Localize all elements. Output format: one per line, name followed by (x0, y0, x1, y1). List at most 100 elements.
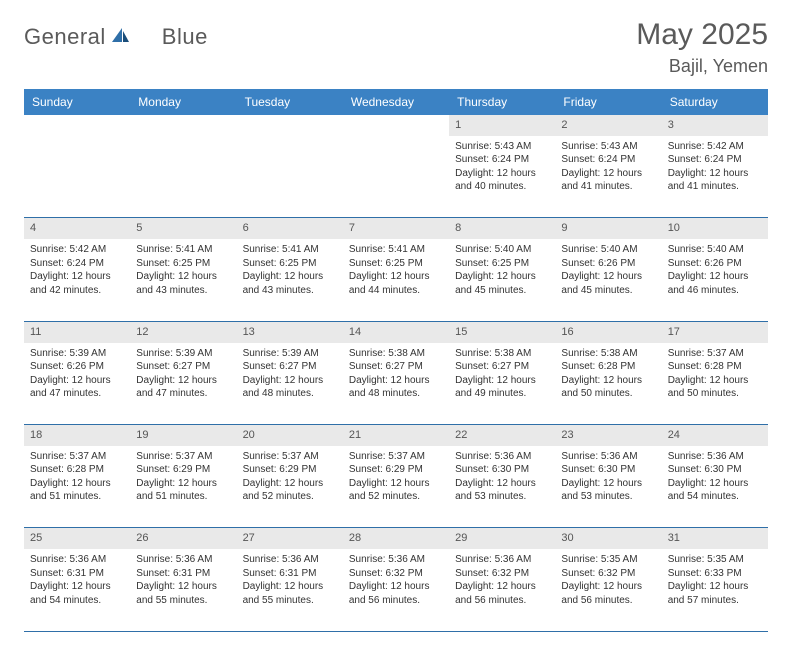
day-number-row: 45678910 (24, 218, 768, 239)
day-number: 10 (662, 218, 768, 239)
sunset-text: Sunset: 6:26 PM (668, 257, 762, 271)
sunrise-text: Sunrise: 5:42 AM (30, 243, 124, 257)
day1-text: Daylight: 12 hours (561, 167, 655, 181)
day-cell (343, 136, 449, 218)
day1-text: Daylight: 12 hours (349, 374, 443, 388)
day1-text: Daylight: 12 hours (136, 580, 230, 594)
weekday-header: Thursday (449, 89, 555, 115)
day-cell: Sunrise: 5:36 AMSunset: 6:31 PMDaylight:… (130, 549, 236, 631)
day2-text: and 55 minutes. (136, 594, 230, 608)
sunrise-text: Sunrise: 5:37 AM (136, 450, 230, 464)
day-cell: Sunrise: 5:37 AMSunset: 6:28 PMDaylight:… (24, 446, 130, 528)
day-number: 20 (237, 425, 343, 446)
sunset-text: Sunset: 6:27 PM (349, 360, 443, 374)
day2-text: and 57 minutes. (668, 594, 762, 608)
day2-text: and 48 minutes. (349, 387, 443, 401)
day-cell: Sunrise: 5:40 AMSunset: 6:26 PMDaylight:… (555, 239, 661, 321)
day-cell: Sunrise: 5:39 AMSunset: 6:27 PMDaylight:… (130, 343, 236, 425)
day-cell: Sunrise: 5:42 AMSunset: 6:24 PMDaylight:… (662, 136, 768, 218)
day1-text: Daylight: 12 hours (561, 374, 655, 388)
sunrise-text: Sunrise: 5:38 AM (455, 347, 549, 361)
sunset-text: Sunset: 6:24 PM (668, 153, 762, 167)
day1-text: Daylight: 12 hours (30, 580, 124, 594)
sunrise-text: Sunrise: 5:43 AM (455, 140, 549, 154)
weekday-header-row: Sunday Monday Tuesday Wednesday Thursday… (24, 89, 768, 115)
day2-text: and 50 minutes. (561, 387, 655, 401)
day1-text: Daylight: 12 hours (668, 477, 762, 491)
day-cell: Sunrise: 5:42 AMSunset: 6:24 PMDaylight:… (24, 239, 130, 321)
weekday-header: Friday (555, 89, 661, 115)
day2-text: and 43 minutes. (243, 284, 337, 298)
sunset-text: Sunset: 6:32 PM (455, 567, 549, 581)
day-cell (237, 136, 343, 218)
day2-text: and 53 minutes. (561, 490, 655, 504)
day1-text: Daylight: 12 hours (30, 270, 124, 284)
sunrise-text: Sunrise: 5:41 AM (349, 243, 443, 257)
day1-text: Daylight: 12 hours (561, 270, 655, 284)
day-cell (130, 136, 236, 218)
day2-text: and 53 minutes. (455, 490, 549, 504)
day2-text: and 49 minutes. (455, 387, 549, 401)
day-number: 22 (449, 425, 555, 446)
sunset-text: Sunset: 6:29 PM (136, 463, 230, 477)
day2-text: and 54 minutes. (30, 594, 124, 608)
day-number-row: 11121314151617 (24, 321, 768, 342)
day-number: 16 (555, 321, 661, 342)
sunrise-text: Sunrise: 5:38 AM (349, 347, 443, 361)
weekday-header: Monday (130, 89, 236, 115)
weekday-header: Sunday (24, 89, 130, 115)
day-number: 21 (343, 425, 449, 446)
day1-text: Daylight: 12 hours (243, 477, 337, 491)
day-cell: Sunrise: 5:36 AMSunset: 6:32 PMDaylight:… (343, 549, 449, 631)
day1-text: Daylight: 12 hours (243, 270, 337, 284)
sunrise-text: Sunrise: 5:35 AM (668, 553, 762, 567)
day-number: 6 (237, 218, 343, 239)
day2-text: and 46 minutes. (668, 284, 762, 298)
day2-text: and 47 minutes. (30, 387, 124, 401)
day2-text: and 52 minutes. (243, 490, 337, 504)
sunrise-text: Sunrise: 5:40 AM (668, 243, 762, 257)
day-number (24, 115, 130, 136)
day-number (237, 115, 343, 136)
day-cell: Sunrise: 5:40 AMSunset: 6:25 PMDaylight:… (449, 239, 555, 321)
sunset-text: Sunset: 6:29 PM (349, 463, 443, 477)
day2-text: and 51 minutes. (136, 490, 230, 504)
day-number: 25 (24, 528, 130, 549)
calendar-page: General Blue May 2025 Bajil, Yemen Sunda… (0, 0, 792, 650)
day1-text: Daylight: 12 hours (668, 270, 762, 284)
sunset-text: Sunset: 6:30 PM (561, 463, 655, 477)
day1-text: Daylight: 12 hours (136, 477, 230, 491)
day-number (343, 115, 449, 136)
day1-text: Daylight: 12 hours (349, 477, 443, 491)
day-number (130, 115, 236, 136)
day-cell: Sunrise: 5:41 AMSunset: 6:25 PMDaylight:… (237, 239, 343, 321)
day-number: 5 (130, 218, 236, 239)
day-number-row: 123 (24, 115, 768, 136)
day-number: 11 (24, 321, 130, 342)
sunset-text: Sunset: 6:25 PM (136, 257, 230, 271)
sunrise-text: Sunrise: 5:36 AM (349, 553, 443, 567)
day1-text: Daylight: 12 hours (243, 374, 337, 388)
day-cell: Sunrise: 5:38 AMSunset: 6:28 PMDaylight:… (555, 343, 661, 425)
day2-text: and 47 minutes. (136, 387, 230, 401)
day-number: 12 (130, 321, 236, 342)
day-number: 2 (555, 115, 661, 136)
sunset-text: Sunset: 6:31 PM (136, 567, 230, 581)
sunset-text: Sunset: 6:24 PM (30, 257, 124, 271)
day1-text: Daylight: 12 hours (561, 580, 655, 594)
day-cell: Sunrise: 5:35 AMSunset: 6:33 PMDaylight:… (662, 549, 768, 631)
sunset-text: Sunset: 6:24 PM (561, 153, 655, 167)
weekday-header: Saturday (662, 89, 768, 115)
day-cell: Sunrise: 5:36 AMSunset: 6:32 PMDaylight:… (449, 549, 555, 631)
day-content-row: Sunrise: 5:43 AMSunset: 6:24 PMDaylight:… (24, 136, 768, 218)
weekday-header: Tuesday (237, 89, 343, 115)
sunrise-text: Sunrise: 5:36 AM (561, 450, 655, 464)
sunrise-text: Sunrise: 5:40 AM (561, 243, 655, 257)
sunset-text: Sunset: 6:25 PM (349, 257, 443, 271)
sunset-text: Sunset: 6:27 PM (136, 360, 230, 374)
day-number-row: 18192021222324 (24, 425, 768, 446)
day-cell: Sunrise: 5:43 AMSunset: 6:24 PMDaylight:… (555, 136, 661, 218)
day2-text: and 50 minutes. (668, 387, 762, 401)
sunset-text: Sunset: 6:32 PM (349, 567, 443, 581)
day-cell: Sunrise: 5:39 AMSunset: 6:26 PMDaylight:… (24, 343, 130, 425)
